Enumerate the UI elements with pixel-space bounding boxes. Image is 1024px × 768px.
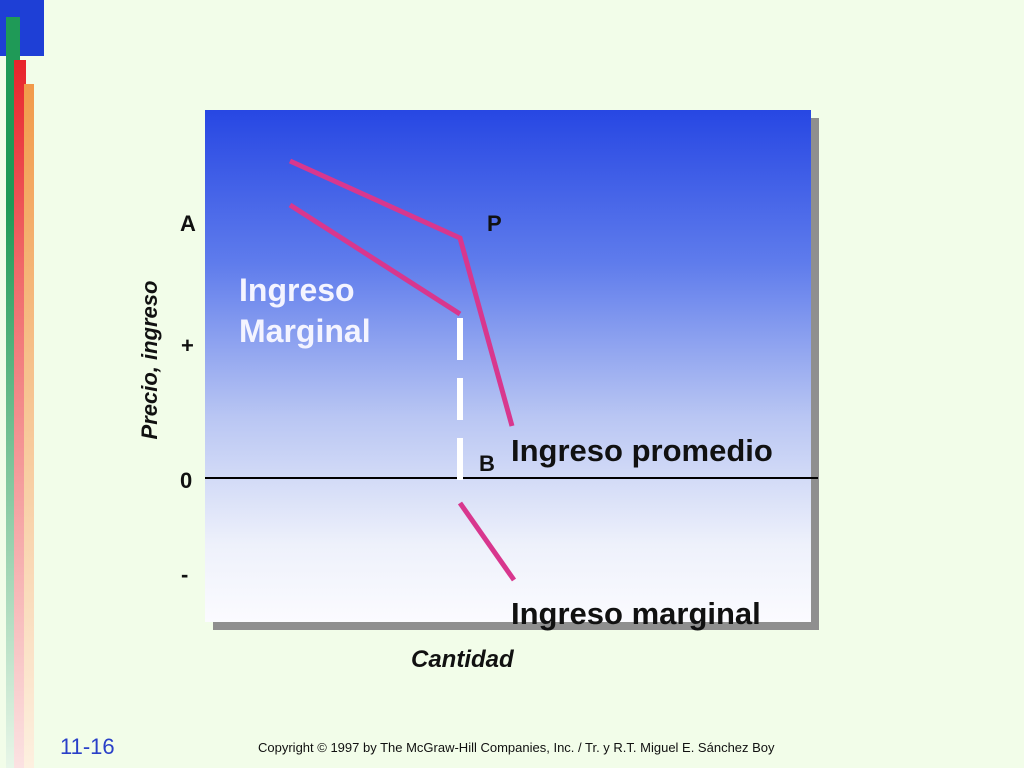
average-revenue-curve bbox=[288, 158, 515, 427]
marginal-revenue-inside-label-2: Marginal bbox=[239, 313, 371, 349]
decor-bar-orange bbox=[24, 84, 34, 768]
point-p-label: P bbox=[487, 211, 502, 236]
marginal-revenue-label: Ingreso marginal bbox=[511, 596, 761, 631]
copyright-text: Copyright © 1997 by The McGraw-Hill Comp… bbox=[258, 740, 775, 755]
diagram-panel bbox=[205, 110, 811, 622]
y-axis-label: Precio, ingreso bbox=[137, 280, 162, 440]
average-revenue-label: Ingreso promedio bbox=[511, 433, 773, 468]
x-axis-label: Cantidad bbox=[411, 646, 514, 673]
slide-number: 11-16 bbox=[60, 734, 115, 759]
marginal-revenue-inside-label-1: Ingreso bbox=[239, 272, 355, 308]
y-tick-plus: + bbox=[181, 333, 194, 358]
y-tick-zero: 0 bbox=[180, 468, 193, 493]
y-tick-a: A bbox=[180, 211, 196, 236]
decor-bar-red bbox=[14, 60, 26, 768]
marginal-revenue-lower-segment bbox=[457, 501, 517, 582]
y-tick-minus: - bbox=[181, 562, 189, 587]
marginal-revenue-upper-segment bbox=[288, 202, 462, 317]
point-b-label: B bbox=[479, 451, 495, 476]
